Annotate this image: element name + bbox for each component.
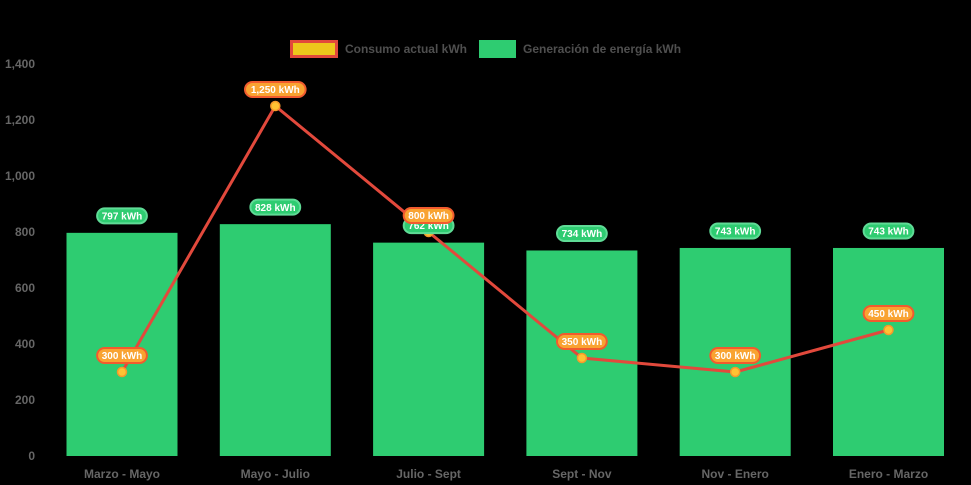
x-axis-category-label: Julio - Sept	[396, 467, 461, 481]
generacion-data-label-text: 797 kWh	[102, 211, 143, 222]
y-axis-tick-label: 0	[28, 449, 35, 463]
consumo-data-label-bg	[556, 333, 608, 350]
consumo-point[interactable]	[576, 352, 588, 364]
consumo-data-label-text: 350 kWh	[562, 337, 603, 348]
legend-item-consumo[interactable]: Consumo actual kWh	[289, 40, 467, 58]
generacion-data-label-text: 743 kWh	[715, 227, 756, 238]
consumo-data-label-text: 800 kWh	[408, 211, 449, 222]
consumo-data-label-bg	[402, 207, 455, 224]
generacion-data-label-bg	[862, 222, 915, 240]
consumo-line	[120, 104, 890, 374]
consumo-data-label-bg	[862, 305, 915, 322]
consumo-data-label-text: 1,250 kWh	[251, 85, 300, 96]
bar-generacion[interactable]	[219, 224, 331, 456]
y-axis-tick-label: 1,000	[5, 169, 35, 183]
y-axis-tick-label: 800	[15, 225, 35, 239]
x-axis-category-label: Mayo - Julio	[241, 467, 310, 481]
y-axis-tick-label: 1,400	[5, 57, 35, 71]
consumo-point[interactable]	[729, 366, 741, 378]
generacion-data-label-bg	[556, 224, 608, 242]
generacion-data-label-bg	[709, 222, 762, 240]
consumo-data-label-bg	[709, 347, 762, 364]
y-axis-tick-label: 400	[15, 337, 35, 351]
legend-item-generacion[interactable]: Generación de energía kWh	[478, 40, 682, 58]
consumo-point[interactable]	[883, 324, 894, 336]
generacion-data-label-text: 734 kWh	[562, 229, 603, 240]
y-axis-tick-label: 600	[15, 281, 35, 295]
generacion-data-label-text: 743 kWh	[868, 227, 909, 238]
generacion-data-label-bg	[96, 207, 148, 225]
x-axis-category-label: Nov - Enero	[702, 467, 769, 481]
consumo-point[interactable]	[116, 366, 128, 378]
bar-generacion[interactable]	[66, 232, 178, 456]
bar-generacion[interactable]	[833, 247, 944, 456]
x-axis-category-label: Enero - Marzo	[849, 467, 928, 481]
consumo-data-label-bg	[96, 347, 148, 364]
legend-label-consumo: Consumo actual kWh	[344, 42, 467, 56]
consumo-data-label-text: 300 kWh	[102, 351, 143, 362]
consumo-swatch-icon	[289, 40, 338, 58]
consumo-data-label-text: 450 kWh	[868, 309, 909, 320]
consumo-data-label-text: 300 kWh	[715, 351, 756, 362]
y-axis-tick-label: 200	[15, 393, 35, 407]
y-axis-tick-label: 1,200	[5, 113, 35, 127]
chart-legend: Consumo actual kWh Generación de energía…	[0, 40, 971, 58]
x-axis-category-label: Sept - Nov	[552, 467, 612, 481]
generacion-swatch-icon	[478, 40, 516, 58]
generacion-data-label-text: 762 kWh	[408, 221, 449, 232]
generacion-data-label-bg	[249, 198, 302, 216]
consumo-data-label-bg	[244, 81, 307, 98]
consumo-point[interactable]	[270, 100, 281, 112]
generacion-data-label-text: 828 kWh	[255, 203, 296, 214]
legend-label-generacion: Generación de energía kWh	[522, 42, 682, 56]
x-axis-category-label: Marzo - Mayo	[84, 467, 160, 481]
bar-generacion[interactable]	[373, 242, 485, 456]
